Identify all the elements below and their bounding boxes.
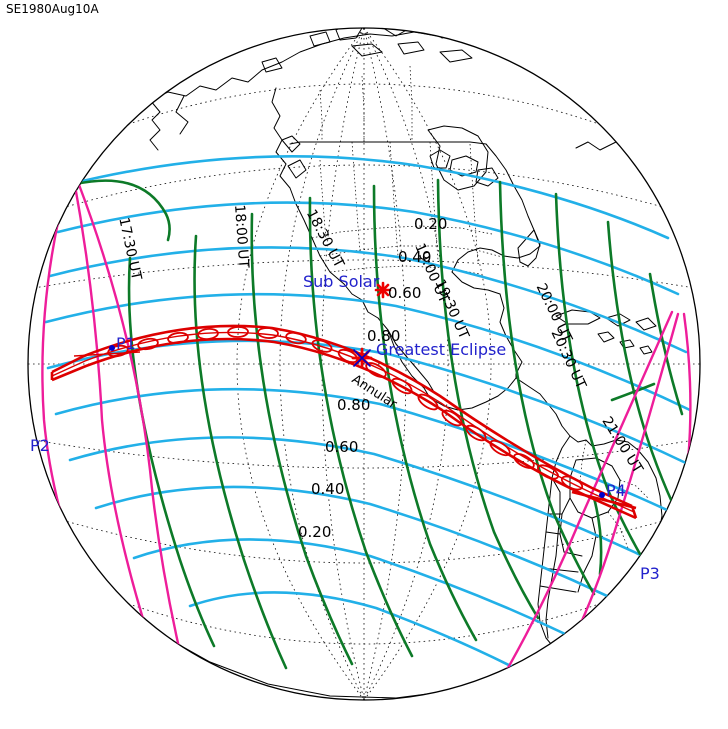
page-title: SE1980Aug10A [6,2,99,16]
sub-solar-marker [374,281,392,299]
ut-curves [74,178,684,670]
contact-dot-p3 [633,575,639,581]
penumbral-limit-curves [41,178,692,700]
contact-dot-p4 [599,492,605,498]
political-borders [311,65,649,549]
greatest-eclipse-marker [351,347,373,369]
contact-dot-p2 [28,447,29,453]
graticule [28,28,700,700]
contact-dot-p1 [109,345,115,351]
